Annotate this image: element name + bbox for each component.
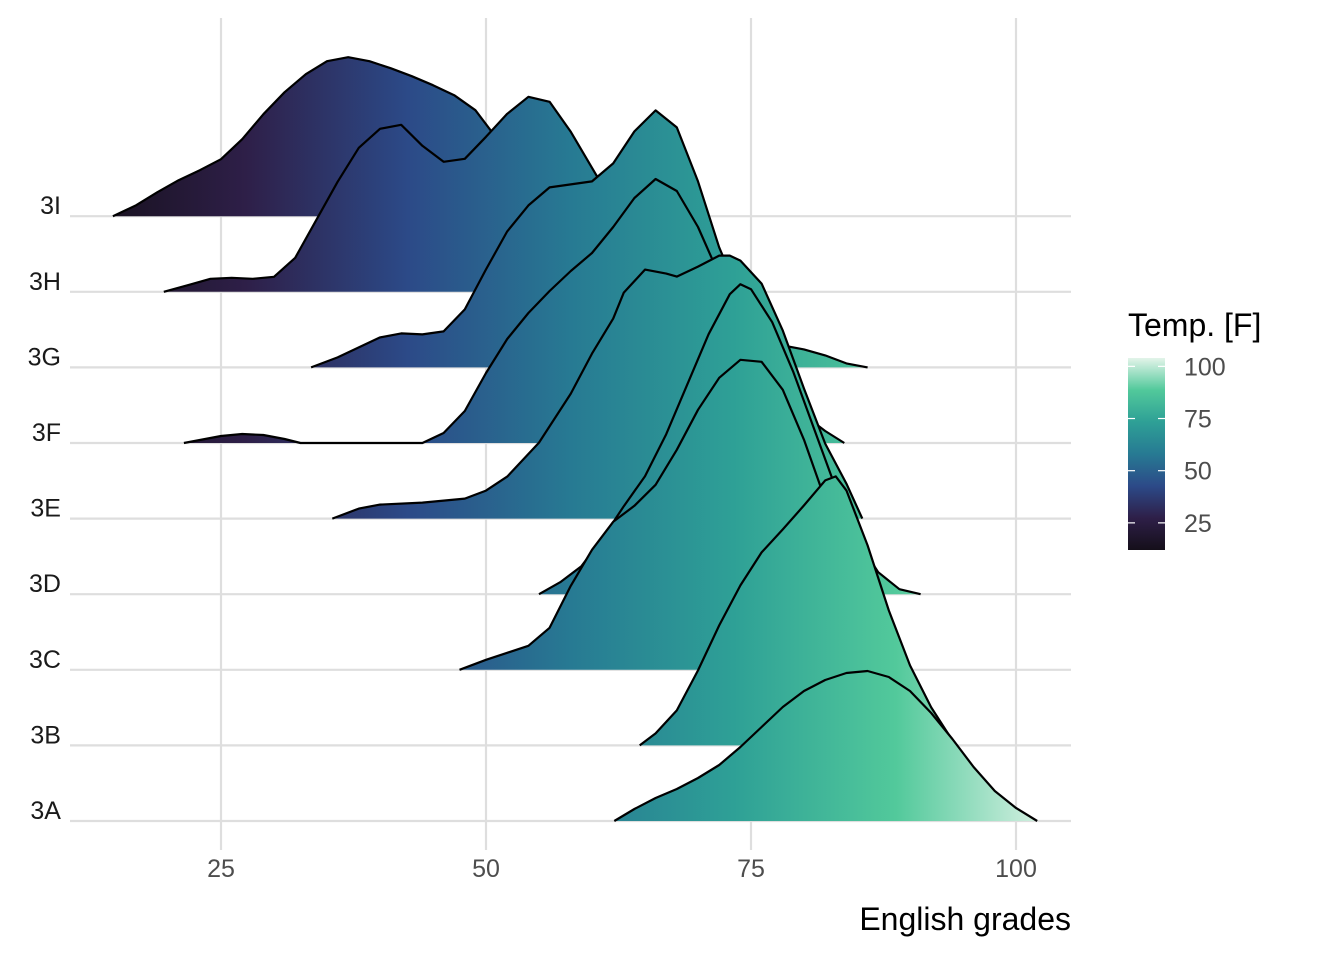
ridge-fill-3a bbox=[614, 671, 1038, 821]
legend-ticks: 25 50 75 100 bbox=[1128, 353, 1226, 538]
y-tick-label: 3I bbox=[40, 192, 61, 220]
y-tick-label: 3G bbox=[28, 343, 61, 371]
y-tick-label: 3D bbox=[29, 570, 61, 598]
legend-tick-label: 50 bbox=[1184, 458, 1212, 486]
x-axis-tick-labels: 25 50 75 100 bbox=[207, 855, 1037, 883]
x-tick-label: 100 bbox=[995, 855, 1037, 883]
x-tick-label: 75 bbox=[737, 855, 765, 883]
y-tick-label: 3C bbox=[29, 646, 61, 674]
x-axis-title: English grades bbox=[859, 901, 1071, 937]
y-tick-label: 3B bbox=[30, 721, 61, 749]
y-tick-label: 3H bbox=[29, 268, 61, 296]
legend-tick-label: 100 bbox=[1184, 353, 1226, 381]
x-tick-label: 25 bbox=[207, 855, 235, 883]
y-axis-labels: 3A 3B 3C 3D 3E 3F 3G 3H 3I bbox=[28, 192, 62, 825]
ridge-outline-3a bbox=[613, 669, 1038, 822]
ridge-outline-3b bbox=[639, 475, 957, 747]
ridges bbox=[112, 56, 1038, 822]
y-tick-label: 3E bbox=[30, 495, 61, 523]
y-tick-label: 3A bbox=[30, 797, 61, 825]
ridge-outline-3e bbox=[331, 254, 864, 520]
y-tick-label: 3F bbox=[32, 419, 61, 447]
legend-tick-label: 75 bbox=[1184, 406, 1212, 434]
legend: Temp. [F] 25 50 75 100 bbox=[1128, 307, 1261, 550]
legend-title: Temp. [F] bbox=[1128, 307, 1261, 343]
legend-colorbar bbox=[1128, 358, 1165, 550]
legend-tick-label: 25 bbox=[1184, 510, 1212, 538]
x-tick-label: 50 bbox=[472, 855, 500, 883]
